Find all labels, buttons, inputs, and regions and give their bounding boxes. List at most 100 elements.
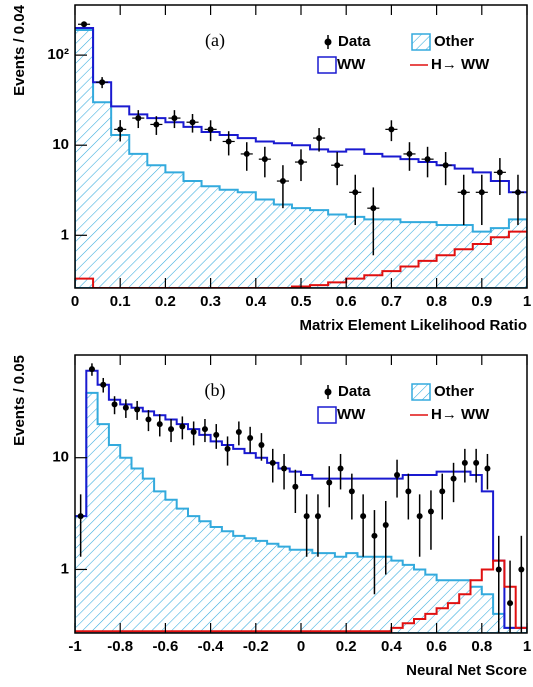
- data-point: [122, 404, 129, 411]
- data-point: [496, 169, 503, 176]
- legend-label: H→ WW: [431, 406, 490, 423]
- x-tick-label: 0.8: [426, 293, 447, 310]
- data-point: [439, 488, 446, 495]
- y-tick-label: 10: [52, 449, 69, 466]
- data-point: [189, 119, 196, 126]
- legend-other-swatch: [411, 383, 431, 401]
- data-point: [507, 600, 514, 607]
- data-point: [303, 513, 310, 520]
- x-tick-label: -1: [68, 638, 81, 655]
- data-point: [100, 381, 107, 388]
- data-point: [156, 421, 163, 428]
- step-line: [75, 369, 527, 629]
- x-tick-label: 0.8: [471, 638, 492, 655]
- data-point: [145, 416, 152, 423]
- x-tick-label: 0.6: [336, 293, 357, 310]
- legend-label: H→ WW: [431, 56, 490, 73]
- data-point: [247, 435, 254, 442]
- data-point: [269, 459, 276, 466]
- legend-ww-swatch: [317, 56, 337, 74]
- x-tick-label: 1: [523, 638, 531, 655]
- data-point: [190, 428, 197, 435]
- y-axis-label: Events / 0.05: [11, 355, 28, 446]
- data-point: [394, 472, 401, 479]
- data-point: [352, 189, 359, 196]
- x-tick-label: 0.2: [155, 293, 176, 310]
- x-tick-label: -0.8: [107, 638, 133, 655]
- legend-label: Other: [434, 383, 474, 400]
- data-point: [371, 532, 378, 539]
- x-tick-label: 0.2: [336, 638, 357, 655]
- x-tick-label: 0.6: [426, 638, 447, 655]
- data-point: [281, 465, 288, 472]
- x-tick-label: 1: [523, 293, 531, 310]
- data-point: [484, 465, 491, 472]
- data-point: [77, 513, 84, 520]
- data-point: [171, 115, 178, 122]
- y-axis-label: Events / 0.04: [11, 4, 28, 96]
- data-point: [292, 483, 299, 490]
- other-area: [75, 29, 527, 288]
- y-tick-label: 10²: [47, 46, 69, 63]
- x-tick-label: 0.7: [381, 293, 402, 310]
- data-point: [405, 488, 412, 495]
- data-point: [298, 159, 304, 166]
- data-point: [179, 423, 186, 430]
- x-tick-label: 0: [71, 293, 79, 310]
- legend-label: Data: [338, 383, 371, 400]
- x-tick-label: 0: [297, 638, 305, 655]
- x-tick-label: 0.9: [471, 293, 492, 310]
- data-point: [348, 488, 355, 495]
- data-point: [213, 431, 220, 438]
- data-point: [243, 150, 250, 157]
- data-point: [442, 162, 449, 169]
- data-point: [153, 121, 160, 128]
- plot-area: [75, 363, 527, 633]
- x-tick-label: -0.4: [198, 638, 225, 655]
- data-point: [514, 189, 521, 196]
- data-point: [416, 513, 423, 520]
- data-point: [235, 428, 242, 435]
- data-point: [261, 156, 268, 163]
- data-point: [326, 479, 333, 486]
- data-point: [334, 162, 341, 169]
- data-point: [207, 126, 214, 133]
- x-tick-label: -0.2: [243, 638, 269, 655]
- data-point: [314, 513, 321, 520]
- data-point: [316, 135, 323, 142]
- data-point: [360, 513, 367, 520]
- panel-label: (b): [205, 380, 226, 401]
- x-tick-label: -0.6: [152, 638, 178, 655]
- step-line: [75, 559, 527, 633]
- data-point: [495, 566, 502, 573]
- x-tick-label: 0.4: [245, 293, 267, 310]
- x-tick-label: 0.1: [110, 293, 131, 310]
- data-point: [406, 150, 413, 157]
- data-point: [337, 465, 344, 472]
- data-point: [461, 459, 468, 466]
- panel-label: (a): [205, 30, 225, 51]
- y-tick-label: 1: [61, 560, 69, 577]
- data-point: [81, 21, 88, 28]
- data-point: [88, 366, 95, 373]
- x-tick-label: 0.5: [291, 293, 312, 310]
- legend-ww-swatch: [317, 406, 337, 424]
- data-point: [99, 79, 106, 86]
- data-point: [225, 138, 232, 145]
- data-point: [224, 445, 231, 452]
- data-point: [424, 156, 431, 163]
- y-tick-label: 10: [52, 136, 69, 153]
- data-point: [258, 441, 265, 448]
- data-point: [111, 401, 118, 408]
- data-point: [279, 178, 286, 185]
- x-tick-label: 0.3: [200, 293, 221, 310]
- data-point: [388, 126, 395, 133]
- data-point: [117, 126, 124, 133]
- x-axis-label: Neural Net Score: [406, 662, 527, 679]
- data-point: [134, 406, 141, 413]
- data-point: [450, 475, 457, 482]
- data-point: [427, 508, 434, 515]
- legend-label: WW: [337, 56, 366, 73]
- data-point: [460, 189, 467, 196]
